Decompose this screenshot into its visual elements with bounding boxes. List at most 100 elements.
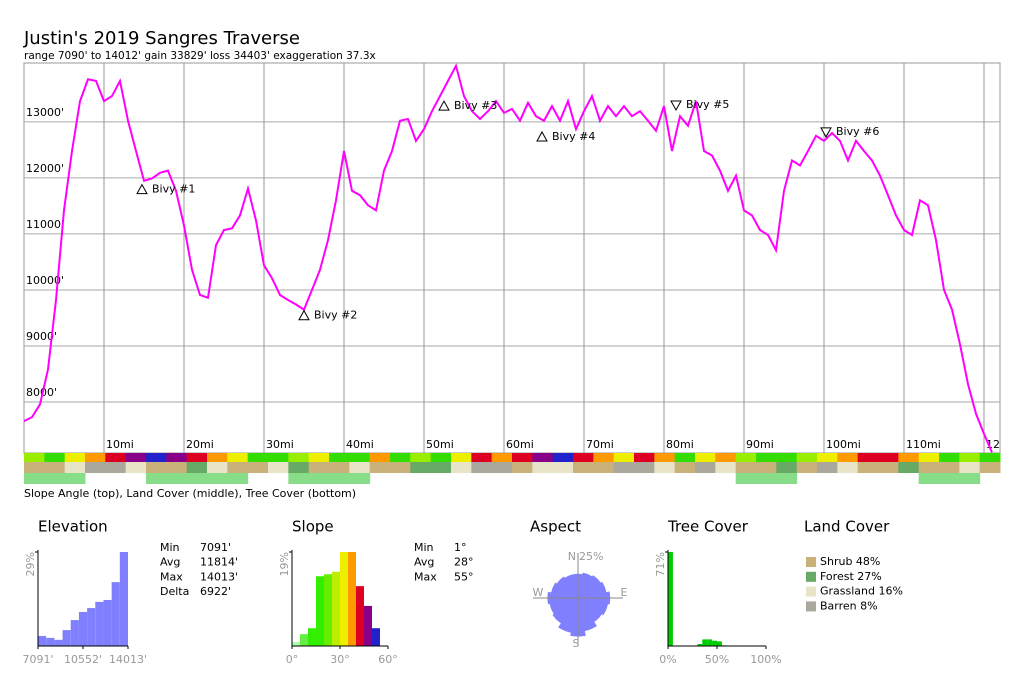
band-cell bbox=[552, 453, 574, 462]
y-tick-label: 11000' bbox=[26, 218, 64, 231]
band-cell bbox=[878, 453, 899, 462]
r-label: 25% bbox=[579, 550, 603, 563]
band-cell bbox=[268, 453, 289, 462]
band-cell bbox=[715, 462, 737, 473]
y-tick-label: 8000' bbox=[26, 386, 57, 399]
x-tick-label: 10552' bbox=[64, 653, 102, 666]
band-cell bbox=[715, 453, 737, 462]
band-cell bbox=[410, 453, 432, 462]
bar bbox=[62, 630, 71, 646]
band-cell bbox=[349, 453, 371, 462]
band-cell bbox=[125, 462, 147, 473]
band-cell bbox=[146, 453, 167, 462]
band-cell bbox=[329, 453, 350, 462]
band-cell bbox=[939, 462, 960, 473]
x-tick-label: 30mi bbox=[266, 438, 294, 451]
band-cell bbox=[674, 453, 696, 462]
band-cell bbox=[146, 462, 167, 473]
stat-value: 6922' bbox=[200, 585, 231, 598]
band-cell bbox=[552, 462, 574, 473]
x-tick-label: 100mi bbox=[826, 438, 861, 451]
band-cell bbox=[878, 462, 899, 473]
bivy-label: Bivy #3 bbox=[454, 99, 497, 112]
subtitle: range 7090' to 14012' gain 33829' loss 3… bbox=[24, 50, 376, 62]
title: Justin's 2019 Sangres Traverse bbox=[23, 28, 300, 49]
band-cell bbox=[756, 453, 777, 462]
band-cell bbox=[918, 473, 940, 484]
band-cell bbox=[471, 453, 493, 462]
band-cell bbox=[349, 462, 371, 473]
bar bbox=[697, 644, 703, 646]
band-cell bbox=[756, 473, 777, 484]
band-cell bbox=[817, 453, 838, 462]
band-cell bbox=[735, 462, 757, 473]
x-tick-label: 30° bbox=[330, 653, 350, 666]
x-tick-label: 60° bbox=[378, 653, 398, 666]
band-cell bbox=[369, 453, 391, 462]
bar bbox=[70, 620, 79, 646]
bar bbox=[668, 552, 673, 646]
legend-label: Shrub 48% bbox=[820, 555, 880, 568]
band-cell bbox=[329, 473, 350, 484]
rose-petal bbox=[577, 597, 609, 616]
chart-title: Land Cover bbox=[804, 518, 890, 536]
band-cell bbox=[247, 453, 269, 462]
x-tick-label: 100% bbox=[750, 653, 781, 666]
x-tick-label: 7091' bbox=[22, 653, 53, 666]
band-cell bbox=[207, 473, 228, 484]
dir-label: E bbox=[621, 586, 628, 599]
chart-title: Tree Cover bbox=[667, 518, 749, 536]
band-cell bbox=[837, 462, 859, 473]
rose-petal bbox=[556, 576, 579, 599]
bar bbox=[46, 637, 55, 646]
rose-petal bbox=[551, 582, 579, 599]
band-cell bbox=[959, 473, 981, 484]
band-cell bbox=[735, 473, 757, 484]
band-cell bbox=[207, 462, 228, 473]
x-tick-label: 80mi bbox=[666, 438, 694, 451]
band-cell bbox=[186, 453, 208, 462]
legend-swatch bbox=[806, 601, 816, 612]
band-cell bbox=[959, 453, 981, 462]
x-tick-label: 50mi bbox=[426, 438, 454, 451]
band-cell bbox=[410, 462, 432, 473]
legend-swatch bbox=[806, 586, 816, 597]
band-cell bbox=[186, 462, 208, 473]
bar bbox=[324, 574, 332, 646]
band-cell bbox=[64, 453, 86, 462]
bar bbox=[356, 586, 364, 646]
stat-name: Max bbox=[414, 570, 437, 583]
stat-name: Avg bbox=[414, 556, 434, 569]
band-cell bbox=[247, 462, 269, 473]
band-cell bbox=[979, 453, 1001, 462]
y-tick-label: 71% bbox=[654, 552, 667, 576]
bar bbox=[95, 601, 104, 646]
band-cell bbox=[654, 462, 676, 473]
band-cell bbox=[166, 453, 188, 462]
band-cell bbox=[898, 462, 920, 473]
band-cell bbox=[918, 462, 940, 473]
x-tick-label: 110mi bbox=[906, 438, 941, 451]
x-tick-label: 40mi bbox=[346, 438, 374, 451]
band-cell bbox=[857, 462, 879, 473]
band-cell bbox=[695, 453, 716, 462]
band-cell bbox=[939, 453, 960, 462]
band-cell bbox=[613, 462, 635, 473]
y-tick-label: 13000' bbox=[26, 106, 64, 119]
x-tick-label: 70mi bbox=[586, 438, 614, 451]
band-cell bbox=[634, 462, 655, 473]
band-cell bbox=[796, 453, 818, 462]
bar bbox=[316, 576, 324, 646]
band-cell bbox=[451, 462, 472, 473]
band-cell bbox=[24, 453, 45, 462]
band-cell bbox=[512, 453, 533, 462]
bar bbox=[87, 608, 96, 646]
band-cell bbox=[105, 453, 127, 462]
bivy-label: Bivy #4 bbox=[552, 130, 595, 143]
band-cell bbox=[268, 462, 289, 473]
stat-value: 7091' bbox=[200, 541, 231, 554]
dir-label: S bbox=[573, 637, 580, 650]
band-cell bbox=[288, 473, 310, 484]
bar bbox=[300, 634, 308, 646]
band-cell bbox=[308, 453, 330, 462]
